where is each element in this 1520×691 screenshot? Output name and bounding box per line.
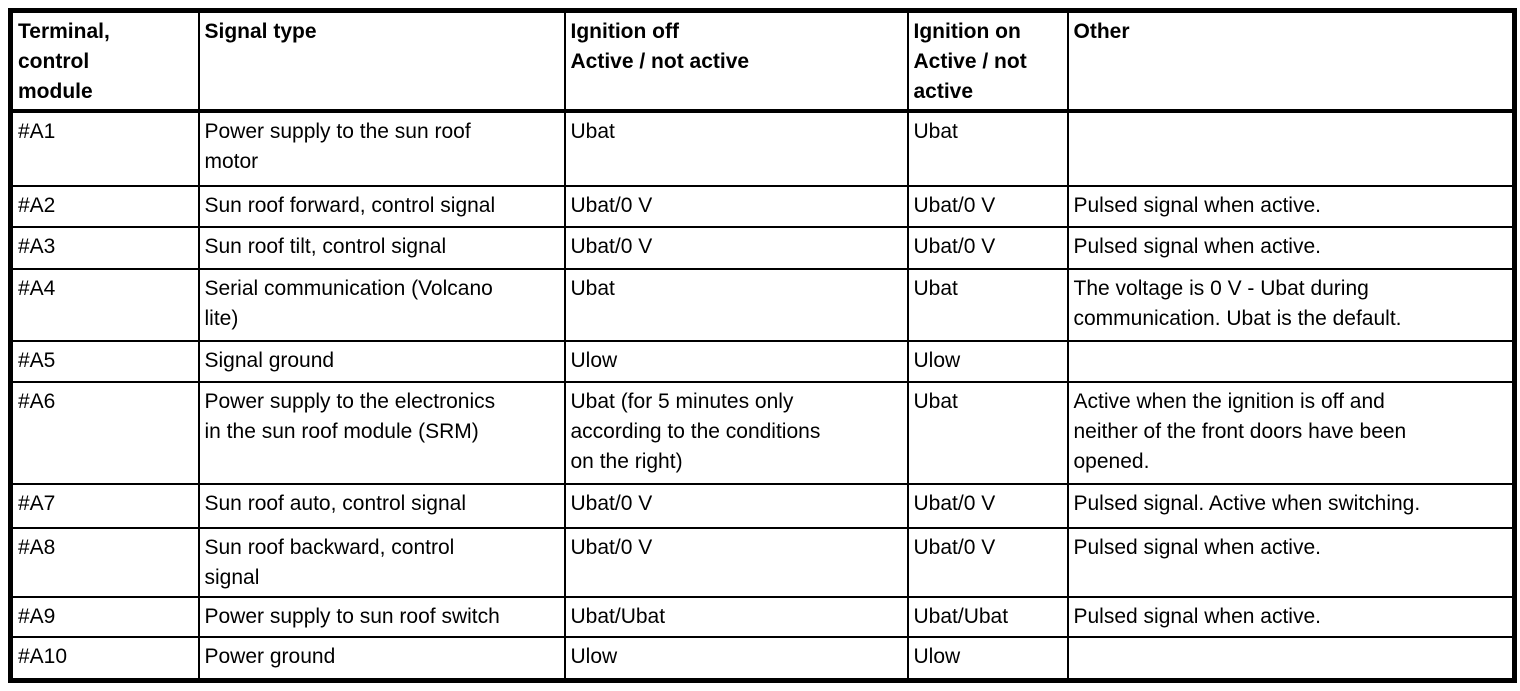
cell-terminal: #A7	[9, 483, 200, 529]
cell-ignition-off: Ubat/Ubat	[563, 596, 909, 638]
table-row: #A6 Power supply to the electronics in t…	[9, 381, 1516, 485]
cell-ignition-off: Ulow	[563, 340, 909, 383]
cell-terminal: #A10	[9, 636, 200, 681]
table-row: #A10 Power ground Ulow Ulow	[9, 636, 1516, 681]
cell-signal-type: Sun roof backward, control signal	[197, 527, 566, 598]
cell-other: Pulsed signal when active.	[1066, 185, 1516, 228]
cell-ignition-off: Ulow	[563, 636, 909, 681]
cell-ignition-off: Ubat/0 V	[563, 226, 909, 270]
cell-ignition-on: Ulow	[906, 636, 1069, 681]
column-header-signal-type: Signal type	[197, 9, 566, 113]
cell-ignition-on: Ubat	[906, 110, 1069, 187]
cell-signal-type: Sun roof auto, control signal	[197, 483, 566, 529]
cell-ignition-on: Ubat	[906, 381, 1069, 485]
table-row: #A3 Sun roof tilt, control signal Ubat/0…	[9, 226, 1516, 270]
cell-ignition-off: Ubat/0 V	[563, 527, 909, 598]
table-row: #A2 Sun roof forward, control signal Uba…	[9, 185, 1516, 228]
cell-terminal: #A1	[9, 110, 200, 187]
header-row: Terminal, control module Signal type Ign…	[9, 9, 1516, 113]
cell-terminal: #A6	[9, 381, 200, 485]
cell-ignition-off: Ubat (for 5 minutes only according to th…	[563, 381, 909, 485]
cell-other	[1066, 340, 1516, 383]
cell-other: Pulsed signal when active.	[1066, 596, 1516, 638]
cell-signal-type: Signal ground	[197, 340, 566, 383]
column-header-ignition-off: Ignition off Active / not active	[563, 9, 909, 113]
table-row: #A4 Serial communication (Volcano lite) …	[9, 268, 1516, 342]
cell-signal-type: Sun roof tilt, control signal	[197, 226, 566, 270]
cell-ignition-on: Ubat	[906, 268, 1069, 342]
cell-ignition-on: Ubat/0 V	[906, 483, 1069, 529]
cell-other: Pulsed signal when active.	[1066, 527, 1516, 598]
cell-ignition-off: Ubat/0 V	[563, 185, 909, 228]
table-row: #A1 Power supply to the sun roof motor U…	[9, 110, 1516, 187]
table-row: #A5 Signal ground Ulow Ulow	[9, 340, 1516, 383]
cell-ignition-off: Ubat	[563, 268, 909, 342]
column-header-ignition-on: Ignition on Active / not active	[906, 9, 1069, 113]
cell-terminal: #A2	[9, 185, 200, 228]
cell-other: Active when the ignition is off and neit…	[1066, 381, 1516, 485]
cell-ignition-on: Ubat/0 V	[906, 185, 1069, 228]
cell-ignition-on: Ubat/Ubat	[906, 596, 1069, 638]
cell-ignition-off: Ubat/0 V	[563, 483, 909, 529]
table-row: #A9 Power supply to sun roof switch Ubat…	[9, 596, 1516, 638]
cell-signal-type: Serial communication (Volcano lite)	[197, 268, 566, 342]
column-header-other: Other	[1066, 9, 1516, 113]
cell-terminal: #A9	[9, 596, 200, 638]
cell-other: Pulsed signal. Active when switching.	[1066, 483, 1516, 529]
cell-ignition-on: Ubat/0 V	[906, 226, 1069, 270]
cell-terminal: #A4	[9, 268, 200, 342]
cell-other: The voltage is 0 V - Ubat during communi…	[1066, 268, 1516, 342]
cell-other	[1066, 110, 1516, 187]
cell-signal-type: Power ground	[197, 636, 566, 681]
cell-terminal: #A8	[9, 527, 200, 598]
cell-ignition-off: Ubat	[563, 110, 909, 187]
table-row: #A8 Sun roof backward, control signal Ub…	[9, 527, 1516, 598]
cell-other	[1066, 636, 1516, 681]
cell-signal-type: Sun roof forward, control signal	[197, 185, 566, 228]
column-header-terminal: Terminal, control module	[9, 9, 200, 113]
terminal-signal-table: Terminal, control module Signal type Ign…	[8, 8, 1517, 683]
cell-terminal: #A3	[9, 226, 200, 270]
cell-terminal: #A5	[9, 340, 200, 383]
cell-signal-type: Power supply to the electronics in the s…	[197, 381, 566, 485]
cell-signal-type: Power supply to sun roof switch	[197, 596, 566, 638]
cell-ignition-on: Ulow	[906, 340, 1069, 383]
table-row: #A7 Sun roof auto, control signal Ubat/0…	[9, 483, 1516, 529]
cell-other: Pulsed signal when active.	[1066, 226, 1516, 270]
cell-signal-type: Power supply to the sun roof motor	[197, 110, 566, 187]
cell-ignition-on: Ubat/0 V	[906, 527, 1069, 598]
